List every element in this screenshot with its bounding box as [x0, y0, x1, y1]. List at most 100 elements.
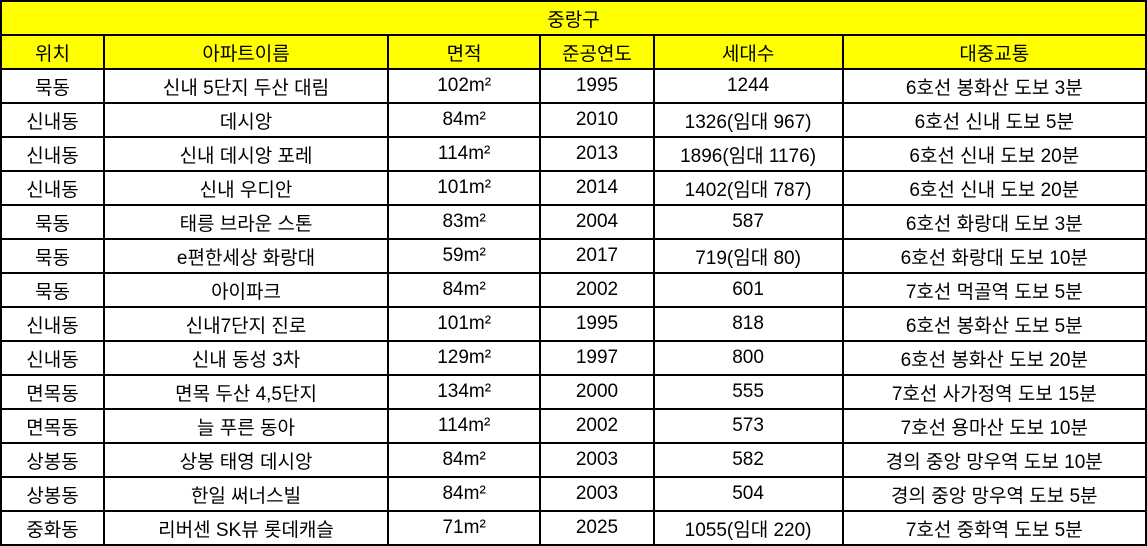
table-row: 면목동 늘 푸른 동아 114m² 2002 573 7호선 용마산 도보 10분: [0, 408, 1147, 444]
title-row: 중랑구: [0, 0, 1147, 36]
cell-location: 면목동: [0, 374, 106, 410]
cell-location: 신내동: [0, 340, 106, 376]
cell-year-built: 2013: [539, 136, 655, 172]
cell-area: 84m²: [386, 476, 542, 512]
table-row: 신내동 신내 우디안 101m² 2014 1402(임대 787) 6호선 신내 도보 …: [0, 170, 1147, 206]
cell-transit: 7호선 사가정역 도보 15분: [841, 374, 1147, 410]
cell-transit: 6호선 신내 도보 20분: [841, 170, 1147, 206]
column-header-transit: 대중교통: [841, 34, 1147, 70]
cell-area: 102m²: [386, 68, 542, 104]
table-row: 신내동 신내 데시앙 포레 114m² 2013 1896(임대 1176) 6호선 신내…: [0, 136, 1147, 172]
table-row: 신내동 신내7단지 진로 101m² 1995 818 6호선 봉화산 도보 5분: [0, 306, 1147, 342]
column-header-area: 면적: [386, 34, 542, 70]
cell-households: 818: [652, 306, 844, 342]
cell-households: 587: [652, 204, 844, 240]
cell-apartment-name: 데시앙: [103, 102, 389, 138]
cell-households: 1402(임대 787): [652, 170, 844, 206]
cell-year-built: 2004: [539, 204, 655, 240]
cell-apartment-name: 아이파크: [103, 272, 389, 308]
cell-location: 묵동: [0, 238, 106, 274]
table-row: 중화동 리버센 SK뷰 롯데캐슬 71m² 2025 1055(임대 220) 7호선 중…: [0, 510, 1147, 546]
cell-location: 상봉동: [0, 476, 106, 512]
cell-area: 129m²: [386, 340, 542, 376]
table-title: 중랑구: [0, 0, 1147, 36]
cell-area: 114m²: [386, 408, 542, 444]
cell-year-built: 2002: [539, 272, 655, 308]
column-header-households: 세대수: [652, 34, 844, 70]
table-row: 상봉동 한일 써너스빌 84m² 2003 504 경의 중앙 망우역 도보 5분: [0, 476, 1147, 512]
cell-location: 면목동: [0, 408, 106, 444]
cell-households: 573: [652, 408, 844, 444]
table-row: 상봉동 상봉 태영 데시앙 84m² 2003 582 경의 중앙 망우역 도보 10분: [0, 442, 1147, 478]
cell-households: 582: [652, 442, 844, 478]
column-header-apartment-name: 아파트이름: [103, 34, 389, 70]
cell-apartment-name: 상봉 태영 데시앙: [103, 442, 389, 478]
cell-location: 묵동: [0, 68, 106, 104]
cell-households: 504: [652, 476, 844, 512]
cell-area: 134m²: [386, 374, 542, 410]
table-row: 면목동 면목 두산 4,5단지 134m² 2000 555 7호선 사가정역 도보 15…: [0, 374, 1147, 410]
cell-households: 555: [652, 374, 844, 410]
cell-year-built: 2000: [539, 374, 655, 410]
cell-households: 601: [652, 272, 844, 308]
cell-apartment-name: 태릉 브라운 스톤: [103, 204, 389, 240]
cell-area: 84m²: [386, 102, 542, 138]
cell-area: 71m²: [386, 510, 542, 546]
cell-transit: 6호선 봉화산 도보 20분: [841, 340, 1147, 376]
cell-transit: 6호선 신내 도보 5분: [841, 102, 1147, 138]
table-row: 묵동 아이파크 84m² 2002 601 7호선 먹골역 도보 5분: [0, 272, 1147, 308]
table-body: 묵동 신내 5단지 두산 대림 102m² 1995 1244 6호선 봉화산 도보 3분…: [0, 68, 1147, 546]
cell-apartment-name: 리버센 SK뷰 롯데캐슬: [103, 510, 389, 546]
cell-transit: 6호선 화랑대 도보 3분: [841, 204, 1147, 240]
cell-apartment-name: 신내 데시앙 포레: [103, 136, 389, 172]
cell-location: 신내동: [0, 170, 106, 206]
cell-households: 1244: [652, 68, 844, 104]
column-header-year-built: 준공연도: [539, 34, 655, 70]
cell-year-built: 2017: [539, 238, 655, 274]
cell-transit: 7호선 중화역 도보 5분: [841, 510, 1147, 546]
cell-transit: 경의 중앙 망우역 도보 5분: [841, 476, 1147, 512]
cell-location: 신내동: [0, 306, 106, 342]
table-row: 묵동 태릉 브라운 스톤 83m² 2004 587 6호선 화랑대 도보 3분: [0, 204, 1147, 240]
cell-area: 59m²: [386, 238, 542, 274]
cell-year-built: 1995: [539, 68, 655, 104]
table-row: 묵동 신내 5단지 두산 대림 102m² 1995 1244 6호선 봉화산 도보 3분: [0, 68, 1147, 104]
cell-year-built: 1995: [539, 306, 655, 342]
cell-households: 1896(임대 1176): [652, 136, 844, 172]
cell-transit: 7호선 먹골역 도보 5분: [841, 272, 1147, 308]
cell-area: 83m²: [386, 204, 542, 240]
cell-area: 84m²: [386, 442, 542, 478]
cell-year-built: 2003: [539, 442, 655, 478]
cell-households: 1055(임대 220): [652, 510, 844, 546]
table-row: 신내동 데시앙 84m² 2010 1326(임대 967) 6호선 신내 도보 5분: [0, 102, 1147, 138]
cell-transit: 7호선 용마산 도보 10분: [841, 408, 1147, 444]
cell-transit: 경의 중앙 망우역 도보 10분: [841, 442, 1147, 478]
cell-apartment-name: e편한세상 화랑대: [103, 238, 389, 274]
cell-transit: 6호선 봉화산 도보 5분: [841, 306, 1147, 342]
cell-apartment-name: 면목 두산 4,5단지: [103, 374, 389, 410]
cell-year-built: 2025: [539, 510, 655, 546]
cell-year-built: 2014: [539, 170, 655, 206]
cell-location: 신내동: [0, 102, 106, 138]
cell-location: 중화동: [0, 510, 106, 546]
cell-households: 719(임대 80): [652, 238, 844, 274]
cell-location: 묵동: [0, 204, 106, 240]
cell-apartment-name: 신내 동성 3차: [103, 340, 389, 376]
cell-year-built: 1997: [539, 340, 655, 376]
cell-area: 114m²: [386, 136, 542, 172]
cell-transit: 6호선 화랑대 도보 10분: [841, 238, 1147, 274]
cell-location: 신내동: [0, 136, 106, 172]
cell-area: 101m²: [386, 306, 542, 342]
cell-area: 101m²: [386, 170, 542, 206]
cell-apartment-name: 늘 푸른 동아: [103, 408, 389, 444]
cell-households: 1326(임대 967): [652, 102, 844, 138]
cell-year-built: 2010: [539, 102, 655, 138]
cell-households: 800: [652, 340, 844, 376]
cell-year-built: 2002: [539, 408, 655, 444]
cell-year-built: 2003: [539, 476, 655, 512]
cell-apartment-name: 신내7단지 진로: [103, 306, 389, 342]
table-row: 신내동 신내 동성 3차 129m² 1997 800 6호선 봉화산 도보 20분: [0, 340, 1147, 376]
cell-apartment-name: 한일 써너스빌: [103, 476, 389, 512]
